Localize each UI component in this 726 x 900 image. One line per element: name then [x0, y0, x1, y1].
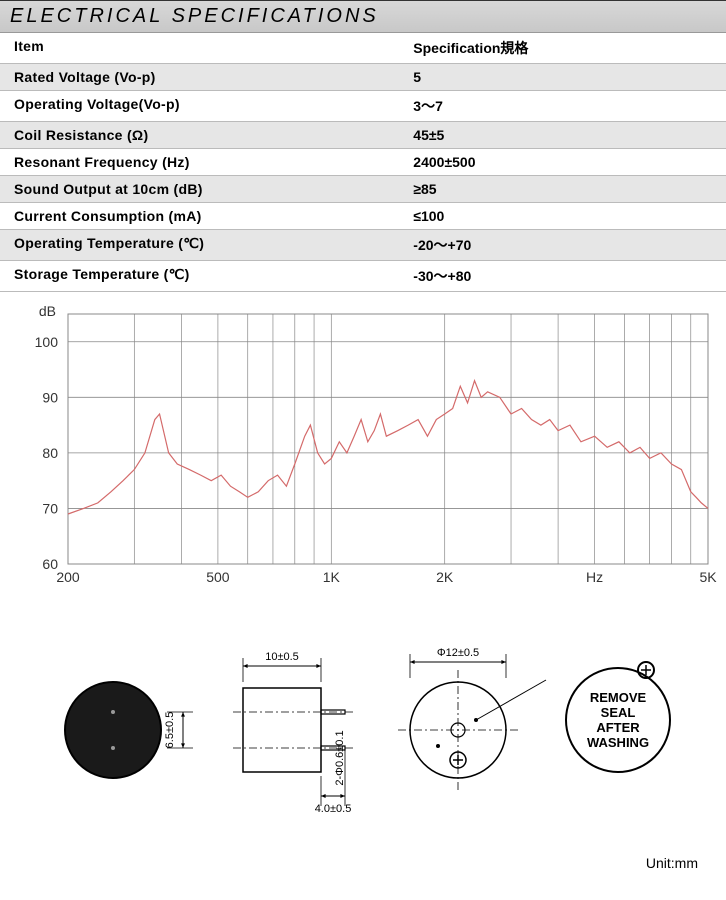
header-spec: Specification規格 [399, 33, 726, 63]
svg-text:90: 90 [42, 389, 58, 405]
table-cell-value: ≤100 [399, 203, 726, 229]
table-cell-label: Operating Voltage(Vo-p) [0, 91, 399, 121]
table-row: Operating Temperature (℃)-20～+70 [0, 230, 726, 261]
table-row: Coil Resistance (Ω)45±5 [0, 122, 726, 149]
frequency-response-chart: 60708090100dB2005001K2KHz5K [0, 292, 726, 600]
table-cell-value: -30～+80 [399, 261, 726, 291]
section-title: ELECTRICAL SPECIFICATIONS [0, 0, 726, 33]
table-cell-value: 2400±500 [399, 149, 726, 175]
table-cell-label: Current Consumption (mA) [0, 203, 399, 229]
svg-text:200: 200 [56, 569, 80, 585]
svg-text:10±0.5: 10±0.5 [265, 651, 299, 663]
svg-text:Hz: Hz [586, 569, 603, 585]
svg-text:6.5±0.5: 6.5±0.5 [164, 712, 176, 749]
unit-label: Unit:mm [0, 851, 726, 881]
table-row: Sound Output at 10cm (dB)≥85 [0, 176, 726, 203]
svg-text:80: 80 [42, 445, 58, 461]
spec-table: Item Specification規格 Rated Voltage (Vo-p… [0, 33, 726, 292]
svg-text:5K: 5K [699, 569, 717, 585]
svg-text:REMOVE: REMOVE [590, 690, 647, 705]
header-item: Item [0, 33, 399, 63]
svg-text:dB: dB [39, 306, 56, 319]
svg-text:1K: 1K [323, 569, 341, 585]
mechanical-drawing: 6.5±0.5 10±0.5 2-Φ0.6±0.1 4.0±0.5 Φ12±0.5 REM… [0, 600, 726, 851]
table-row: Rated Voltage (Vo-p)5 [0, 64, 726, 91]
svg-text:4.0±0.5: 4.0±0.5 [315, 803, 352, 815]
table-row: Operating Voltage(Vo-p)3～7 [0, 91, 726, 122]
svg-text:WASHING: WASHING [587, 735, 649, 750]
table-cell-label: Coil Resistance (Ω) [0, 122, 399, 148]
svg-text:AFTER: AFTER [596, 720, 640, 735]
table-cell-label: Operating Temperature (℃) [0, 230, 399, 260]
table-cell-value: 45±5 [399, 122, 726, 148]
svg-text:100: 100 [35, 334, 59, 350]
svg-text:Φ12±0.5: Φ12±0.5 [437, 647, 479, 659]
table-cell-label: Rated Voltage (Vo-p) [0, 64, 399, 90]
svg-text:500: 500 [206, 569, 230, 585]
table-cell-value: ≥85 [399, 176, 726, 202]
svg-text:2K: 2K [436, 569, 454, 585]
table-cell-label: Resonant Frequency (Hz) [0, 149, 399, 175]
table-row: Current Consumption (mA)≤100 [0, 203, 726, 230]
table-cell-value: 3～7 [399, 91, 726, 121]
table-cell-label: Storage Temperature (℃) [0, 261, 399, 291]
table-cell-value: -20～+70 [399, 230, 726, 260]
dims-svg: 6.5±0.5 10±0.5 2-Φ0.6±0.1 4.0±0.5 Φ12±0.5 REM… [18, 610, 708, 840]
table-header-row: Item Specification規格 [0, 33, 726, 64]
table-cell-value: 5 [399, 64, 726, 90]
svg-text:70: 70 [42, 500, 58, 516]
svg-text:SEAL: SEAL [601, 705, 636, 720]
chart-svg: 60708090100dB2005001K2KHz5K [18, 306, 718, 590]
table-row: Storage Temperature (℃)-30～+80 [0, 261, 726, 292]
svg-text:2-Φ0.6±0.1: 2-Φ0.6±0.1 [334, 730, 346, 785]
table-row: Resonant Frequency (Hz)2400±500 [0, 149, 726, 176]
table-cell-label: Sound Output at 10cm (dB) [0, 176, 399, 202]
